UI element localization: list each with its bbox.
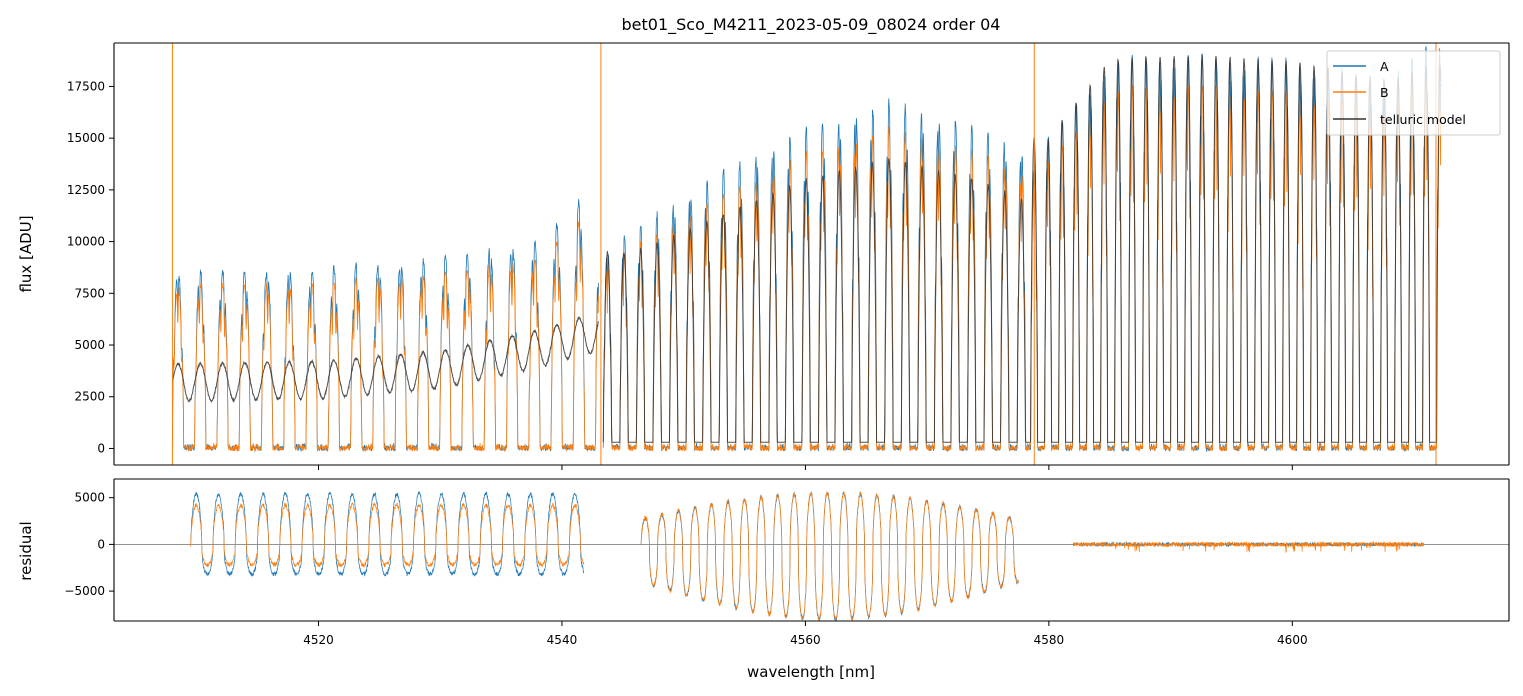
series-telluric-line-seg1 [602, 158, 1031, 443]
top-y-ticks: 0 2500 5000 7500 10000 12500 15000 17500 [67, 79, 114, 455]
bottom-panel: −5000 0 5000 4520 4540 4560 4580 4600 residual… [17, 478, 1510, 681]
top-plot-area [171, 43, 1442, 465]
chart-title: bet01_Sco_M4211_2023-05-09_08024 order 0… [622, 15, 1001, 35]
residual-a-line-seg0 [190, 491, 585, 577]
top-x-ticks [318, 465, 1293, 470]
top-y-tick-label: 7500 [74, 286, 105, 300]
legend-label-telluric: telluric model [1380, 112, 1466, 127]
residual-b-line-seg2 [1072, 540, 1424, 553]
top-y-tick-label: 15000 [67, 131, 105, 145]
bottom-y-axis-label: residual [17, 521, 35, 580]
bottom-x-tick-label: 4600 [1277, 633, 1308, 647]
legend-box [1326, 50, 1501, 136]
series-telluric-line-seg2 [1030, 53, 1442, 443]
top-y-tick-label: 12500 [67, 183, 105, 197]
top-y-tick-label: 5000 [74, 338, 105, 352]
bottom-x-ticks: 4520 4540 4560 4580 4600 [303, 621, 1308, 647]
bottom-y-tick-label: 5000 [74, 491, 105, 505]
legend-label-a: A [1380, 59, 1389, 74]
series-telluric-line-seg0 [171, 315, 599, 404]
residual-a-line-seg1 [640, 491, 1019, 621]
bottom-y-tick-label: −5000 [64, 584, 105, 598]
top-y-tick-label: 2500 [74, 390, 105, 404]
legend-label-b: B [1380, 85, 1389, 100]
bottom-x-tick-label: 4560 [790, 633, 821, 647]
top-y-tick-label: 10000 [67, 235, 105, 249]
series-a-line-seg0 [172, 198, 599, 452]
residual-b-line-seg1 [640, 490, 1019, 621]
top-y-tick-label: 0 [97, 441, 105, 455]
bottom-x-tick-label: 4580 [1034, 633, 1065, 647]
top-y-axis-label: flux [ADU] [17, 215, 35, 292]
bottom-x-tick-label: 4520 [303, 633, 334, 647]
x-axis-label: wavelength [nm] [747, 663, 875, 681]
series-a-line-seg1 [602, 98, 1031, 453]
series-b-line-seg1 [602, 126, 1031, 452]
bottom-x-tick-label: 4540 [547, 633, 578, 647]
series-b-line-seg0 [172, 221, 599, 453]
bottom-plot-area [114, 490, 1509, 621]
residual-b-line-seg0 [190, 502, 585, 568]
bottom-y-ticks: −5000 0 5000 [64, 491, 114, 598]
bottom-y-tick-label: 0 [97, 537, 105, 551]
legend: A B telluric model [1326, 50, 1501, 136]
top-panel: 0 2500 5000 7500 10000 12500 15000 17500 flux [… [17, 42, 1510, 470]
top-y-tick-label: 17500 [67, 79, 105, 93]
